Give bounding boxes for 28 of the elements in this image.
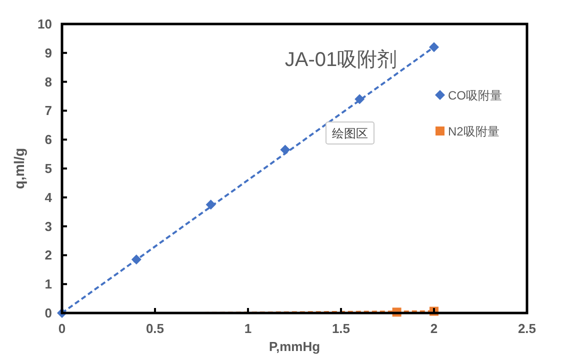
point — [206, 200, 216, 210]
y-tick-label: 8 — [44, 74, 52, 90]
y-axis-title: q,ml/g — [11, 148, 27, 190]
x-tick-label: 1 — [244, 321, 252, 336]
x-tick-label: 1.5 — [332, 321, 350, 336]
point — [354, 94, 365, 104]
point — [429, 42, 439, 52]
point — [280, 144, 290, 155]
y-tick-label: 7 — [44, 103, 52, 118]
x-tick-label: 0 — [58, 321, 66, 336]
text: JA-01吸附剂 — [284, 49, 398, 71]
x-axis-title: P,mmHg — [268, 339, 320, 354]
x-tick-label: 0.5 — [146, 321, 164, 336]
y-tick-label: 4 — [44, 190, 53, 205]
x-tick-label: 2.5 — [518, 321, 536, 336]
y-tick-label: 2 — [44, 248, 52, 263]
legend-label: N2吸附量 — [448, 124, 500, 138]
y-tick-label: 0 — [44, 306, 52, 320]
x-tick-label: 2 — [430, 321, 438, 336]
y-tick-label: 3 — [44, 218, 52, 234]
legend-label: CO吸附量 — [448, 88, 502, 102]
y-tick-label: 9 — [44, 45, 52, 60]
y-tick-label: 6 — [44, 132, 52, 148]
y-tick-label: 5 — [44, 161, 52, 176]
annotation: 绘图区 — [332, 126, 368, 140]
y-tick-label: 10 — [38, 16, 52, 32]
point — [131, 254, 142, 265]
y-tick-label: 1 — [44, 276, 52, 292]
